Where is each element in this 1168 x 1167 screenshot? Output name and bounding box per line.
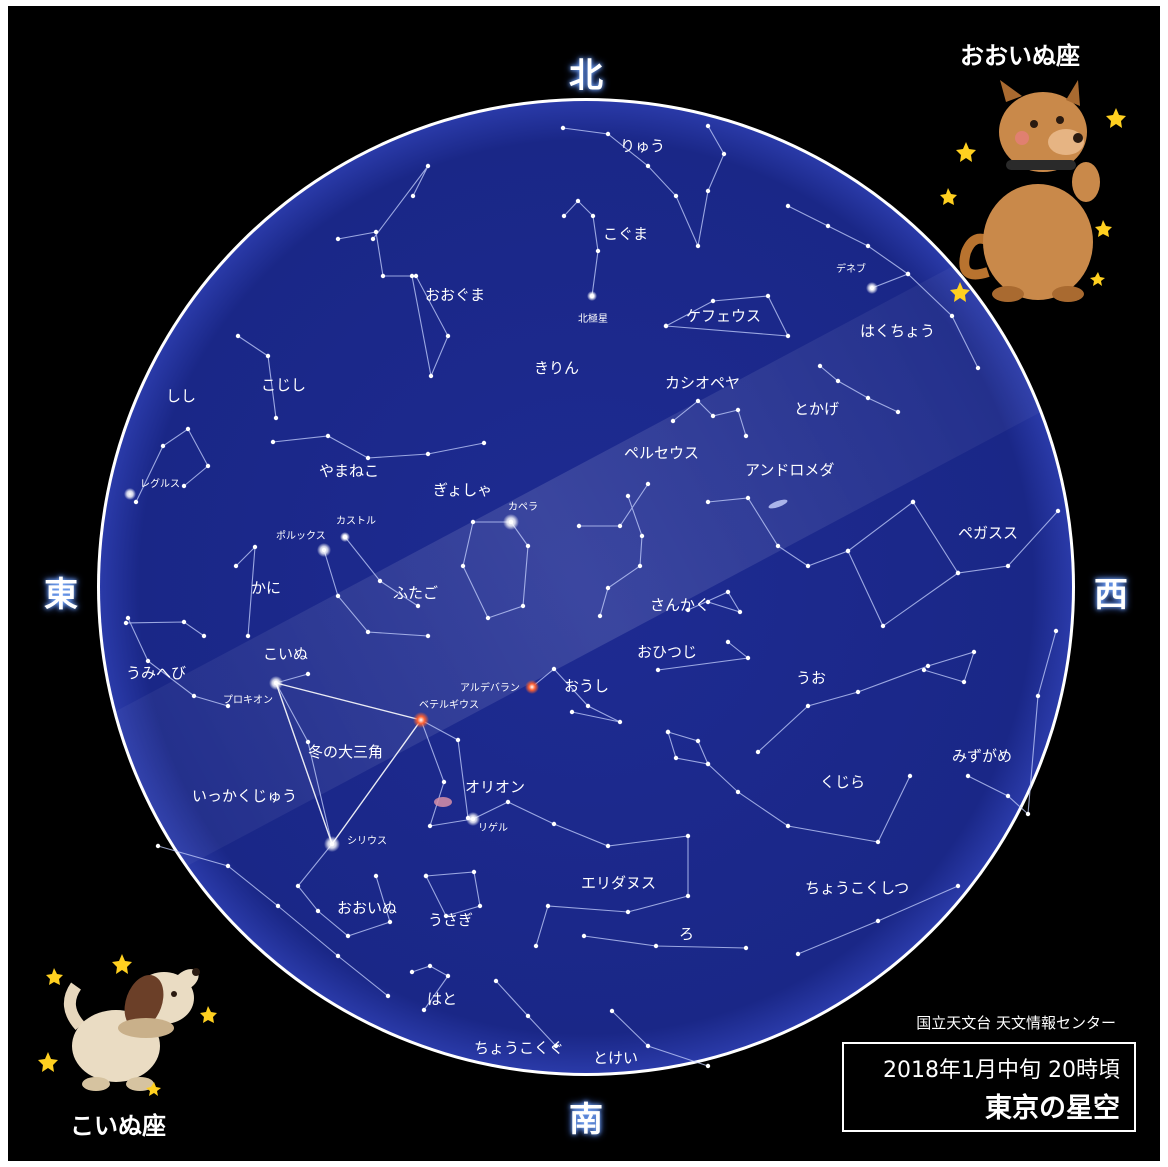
star-rigel <box>466 812 480 826</box>
label-rigel: リゲル <box>478 822 508 834</box>
label-kirin: きりん <box>534 359 579 377</box>
label-kujira: くじら <box>820 773 865 791</box>
label-sirius: シリウス <box>347 835 387 847</box>
label-shishi: しし <box>166 387 196 405</box>
label-cepheus: ケフェウス <box>686 307 761 325</box>
label-castor: カストル <box>336 515 376 527</box>
label-betelgeuse: ベテルギウス <box>419 699 479 711</box>
label-ooinu: おおいぬ <box>337 899 397 917</box>
label-deneb: デネブ <box>836 262 866 275</box>
label-winter-triangle: 冬の大三角 <box>308 743 383 761</box>
label-mizugame: みずがめ <box>952 747 1012 765</box>
direction-east: 東 <box>44 575 78 615</box>
label-aldebaran: アルデバラン <box>460 681 520 694</box>
small-dog-illustration <box>38 954 217 1096</box>
star-regulus <box>124 488 136 500</box>
star-castor <box>340 532 350 542</box>
label-pegasus: ペガスス <box>958 524 1018 542</box>
label-ikkakuju: いっかくじゅう <box>192 787 297 805</box>
sky-map: 北極星 デネブ レグルス カペラ ポルックス カストル プロキオン アルデバラン… <box>97 98 1075 1076</box>
map-title: 東京の星空 <box>985 1093 1120 1124</box>
star-deneb <box>866 282 878 294</box>
label-tokage: とかげ <box>794 400 839 418</box>
label-cassiopeia: カシオペヤ <box>665 374 740 392</box>
star-capella <box>503 514 519 530</box>
date-line: 2018年1月中旬 20時頃 <box>883 1058 1120 1083</box>
label-orion: オリオン <box>465 778 525 796</box>
direction-south: 南 <box>569 1100 603 1140</box>
direction-west: 西 <box>1094 575 1128 615</box>
label-ro: ろ <box>679 925 694 943</box>
star-sirius <box>324 836 340 852</box>
label-kogma: こぐま <box>603 225 648 243</box>
label-ryu: りゅう <box>620 137 665 155</box>
label-kojishi: こじし <box>261 376 306 394</box>
label-futago: ふたご <box>393 584 438 602</box>
label-usagi: うさぎ <box>428 911 473 929</box>
label-pollux: ポルックス <box>276 530 326 542</box>
label-hato: はと <box>427 990 457 1008</box>
star-procyon <box>269 676 283 690</box>
caption-ooinu-za: おおいぬ座 <box>960 42 1080 70</box>
label-umihebi: うみへび <box>126 664 186 682</box>
orion-nebula <box>434 797 452 807</box>
star-pollux <box>317 543 331 557</box>
label-uo: うお <box>796 669 826 687</box>
label-procyon: プロキオン <box>223 694 273 706</box>
stars-layer <box>123 123 1061 1069</box>
winter-triangle <box>274 681 423 846</box>
star-aldebaran <box>525 680 539 694</box>
label-andromeda: アンドロメダ <box>745 461 834 479</box>
star-betelgeuse <box>413 712 429 728</box>
label-kani: かに <box>251 579 281 597</box>
label-chokokushitsu: ちょうこくしつ <box>805 879 909 897</box>
label-polaris: 北極星 <box>578 312 608 325</box>
direction-north: 北 <box>569 56 603 96</box>
milky-way <box>99 173 1073 958</box>
caption-koinu-za: こいぬ座 <box>70 1112 166 1140</box>
label-eridanus: エリダヌス <box>581 874 656 892</box>
label-koinu: こいぬ <box>263 645 308 663</box>
label-chokokugu: ちょうこくぐ <box>474 1039 564 1057</box>
andromeda-galaxy <box>768 499 788 509</box>
label-gyosha: ぎょしゃ <box>433 481 492 499</box>
label-sankaku: さんかく <box>650 596 710 614</box>
credit-text: 国立天文台 天文情報センター <box>916 1014 1116 1032</box>
date-box: 2018年1月中旬 20時頃 東京の星空 <box>842 1042 1136 1132</box>
big-dog-illustration <box>940 80 1126 302</box>
star-polaris <box>587 291 597 301</box>
label-ooguma: おおぐま <box>425 286 485 304</box>
label-tokei: とけい <box>593 1049 638 1067</box>
label-yamaneko: やまねこ <box>319 462 379 480</box>
label-ohitsuji: おひつじ <box>637 643 697 661</box>
sky-map-frame: 北極星 デネブ レグルス カペラ ポルックス カストル プロキオン アルデバラン… <box>8 6 1160 1161</box>
label-hakucho: はくちょう <box>860 322 935 340</box>
label-perseus: ペルセウス <box>624 444 699 462</box>
label-oushi: おうし <box>564 677 609 695</box>
label-capella: カペラ <box>508 501 538 513</box>
label-regulus: レグルス <box>140 477 180 490</box>
